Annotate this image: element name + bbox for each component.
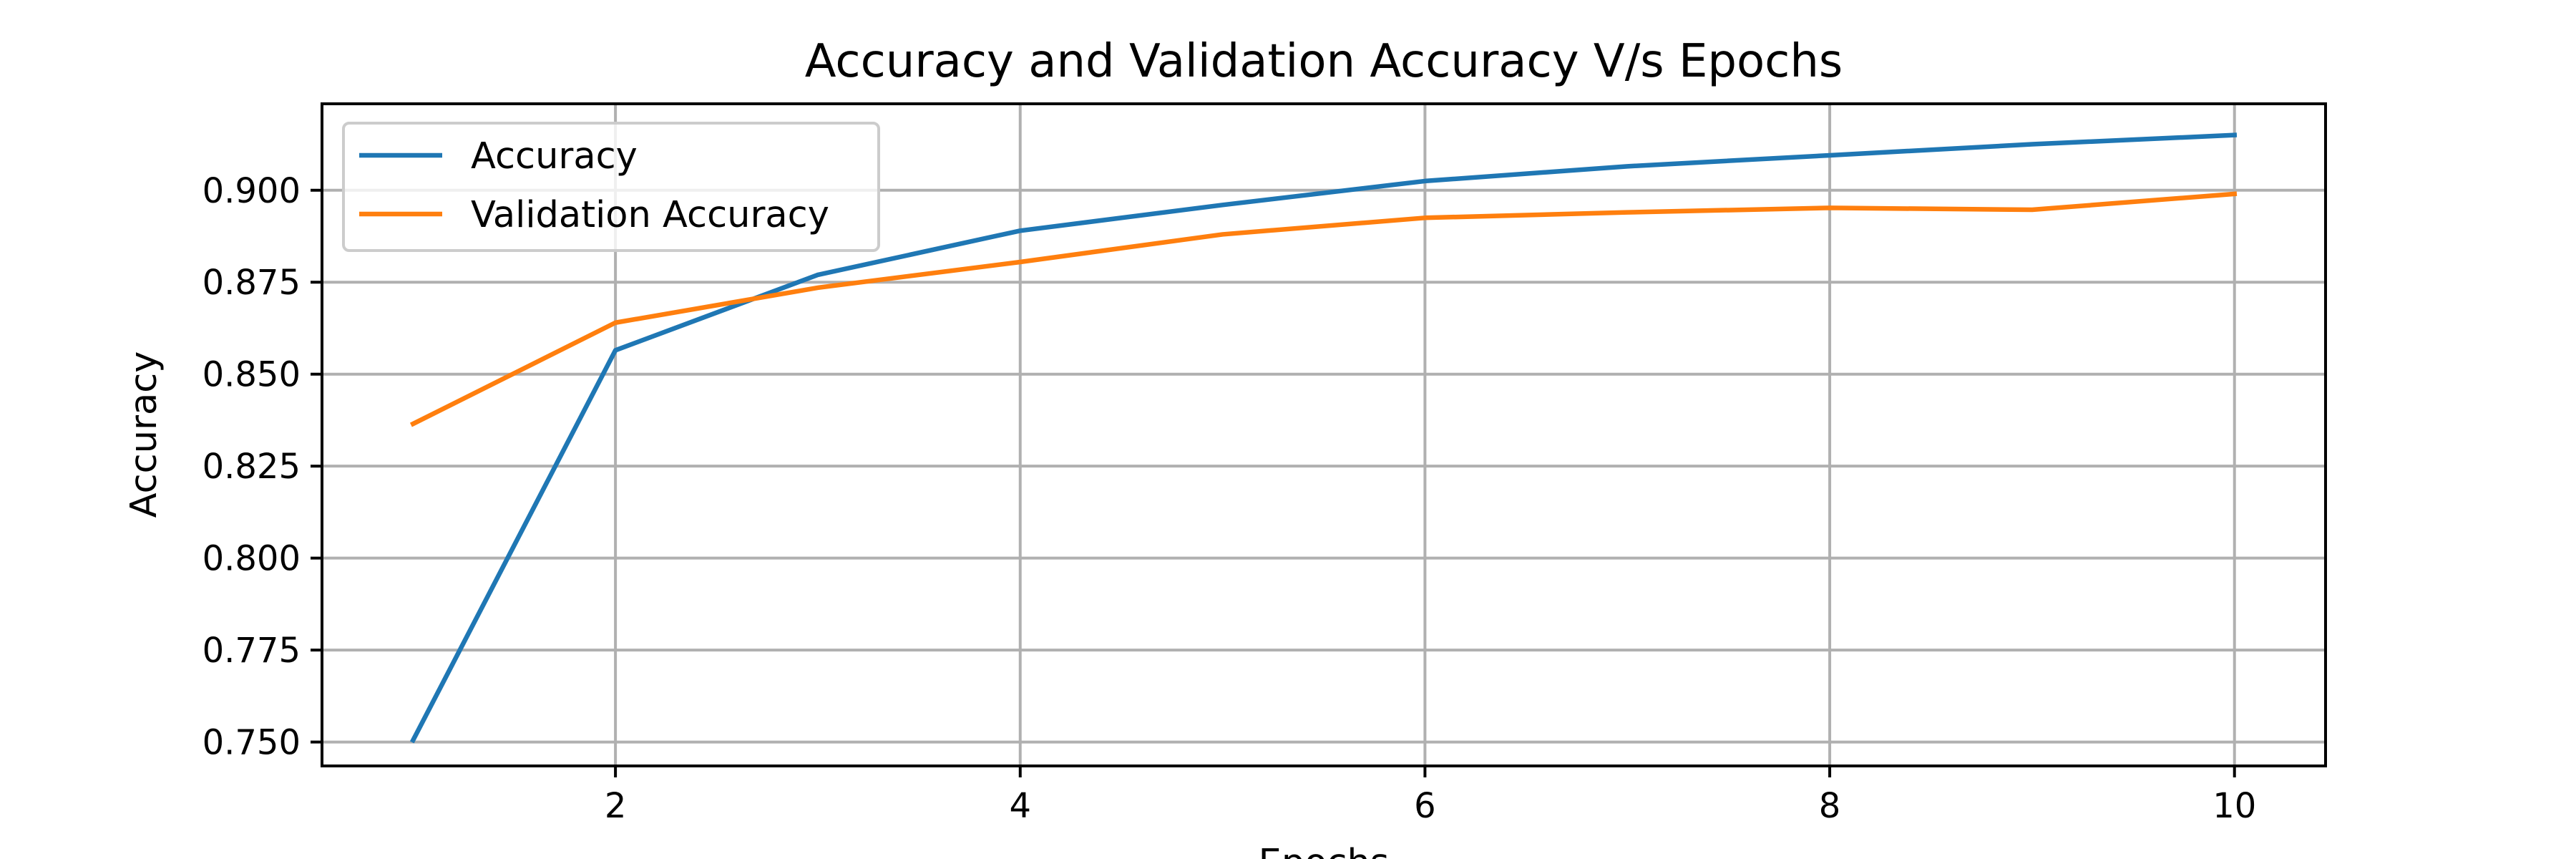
y-tick-label: 0.850 xyxy=(203,355,301,395)
y-tick-label: 0.775 xyxy=(203,631,301,671)
series-lines xyxy=(409,132,2238,744)
legend-label-validation-accuracy: Validation Accuracy xyxy=(471,194,829,236)
x-tick-label: 2 xyxy=(605,786,627,826)
x-tick-label: 4 xyxy=(1009,786,1031,826)
y-axis-label: Accuracy xyxy=(123,351,165,518)
x-tick-label: 10 xyxy=(2212,786,2256,826)
x-axis-ticks: 2 4 6 8 10 xyxy=(605,766,2256,826)
y-tick-label: 0.750 xyxy=(203,723,301,763)
series-line-accuracy xyxy=(409,132,2238,744)
y-axis-ticks: 0.750 0.775 0.800 0.825 0.850 0.875 0.900 xyxy=(203,171,322,763)
y-tick-label: 0.800 xyxy=(203,539,301,579)
y-tick-label: 0.825 xyxy=(203,447,301,487)
x-tick-label: 6 xyxy=(1414,786,1436,826)
x-axis-label: Epochs xyxy=(1259,842,1390,859)
grid-lines xyxy=(322,104,2326,766)
plot-frame xyxy=(321,102,2327,767)
y-tick-label: 0.900 xyxy=(203,171,301,211)
legend-box xyxy=(342,122,880,252)
series-line-validation-accuracy xyxy=(409,191,2238,427)
legend-label-accuracy: Accuracy xyxy=(471,135,638,178)
legend: Accuracy Validation Accuracy xyxy=(342,122,880,252)
y-tick-label: 0.875 xyxy=(203,263,301,303)
chart-title: Accuracy and Validation Accuracy V/s Epo… xyxy=(805,35,1843,88)
x-tick-label: 8 xyxy=(1819,786,1841,826)
